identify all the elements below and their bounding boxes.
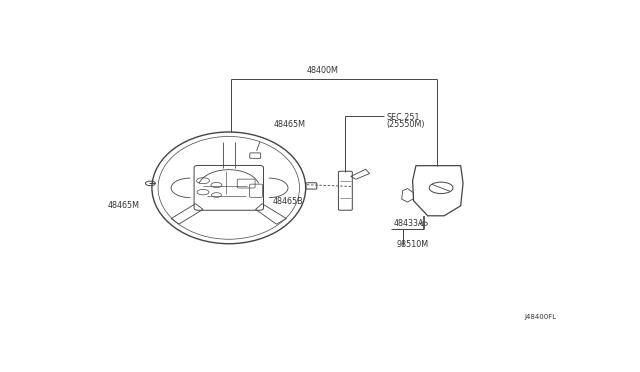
Text: 48465M: 48465M	[108, 201, 140, 209]
Text: SEC.251: SEC.251	[386, 113, 420, 122]
Text: 98510M: 98510M	[396, 240, 429, 250]
Text: 48400M: 48400M	[307, 66, 339, 75]
Text: (25550M): (25550M)	[386, 120, 424, 129]
Text: 48465M: 48465M	[273, 120, 305, 129]
Text: J48400FL: J48400FL	[524, 314, 556, 320]
Text: 48433A: 48433A	[394, 219, 424, 228]
Text: 48465B: 48465B	[273, 198, 303, 206]
